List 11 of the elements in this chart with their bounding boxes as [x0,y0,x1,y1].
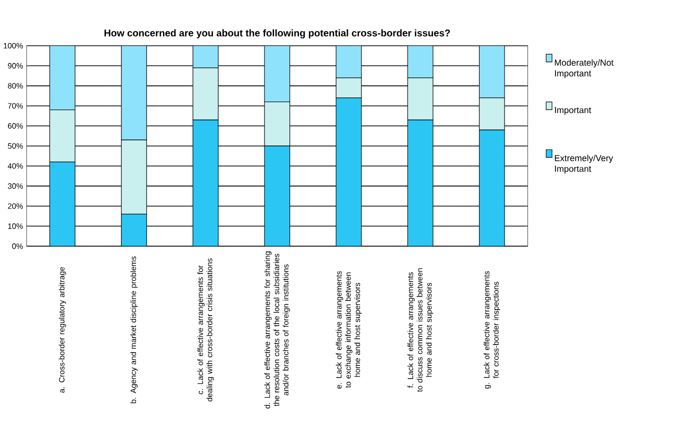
bar [336,98,362,246]
legend-label: Important [555,106,592,115]
bar [264,146,290,246]
legend-label: Extremely/Very Important [554,154,614,174]
bar [192,120,219,246]
chart-title: How concerned are you about the following potential cross-border issues? [104,29,450,38]
legend-label: Moderately/Not Important [554,59,614,78]
bar [121,214,147,246]
bar [49,162,76,246]
bar [478,130,505,246]
bar [407,120,434,246]
